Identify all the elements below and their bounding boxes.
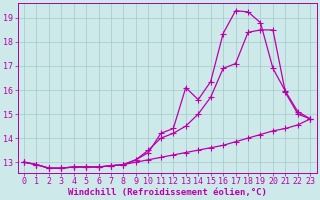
X-axis label: Windchill (Refroidissement éolien,°C): Windchill (Refroidissement éolien,°C) [68,188,267,197]
